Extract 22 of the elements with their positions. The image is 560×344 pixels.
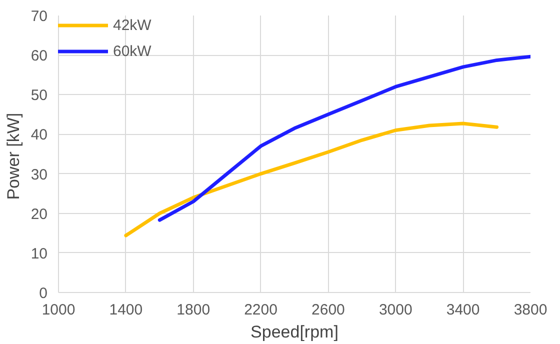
x-tick-label: 2200 xyxy=(244,302,278,318)
x-tick-label: 1400 xyxy=(109,302,143,318)
y-tick-label: 60 xyxy=(30,48,48,65)
legend-label: 42kW xyxy=(113,16,152,34)
y-tick-label: 50 xyxy=(30,87,48,104)
y-tick-label: 30 xyxy=(30,166,48,184)
y-tick-label: 0 xyxy=(39,285,48,302)
y-axis-title: Power [kW] xyxy=(4,112,23,200)
line-series xyxy=(124,122,499,238)
y-tick-label: 20 xyxy=(30,206,48,223)
x-tick-label: 3400 xyxy=(446,302,480,318)
legend-label: 60kW xyxy=(113,42,152,60)
y-tick-label: 10 xyxy=(30,245,48,262)
x-tick-label: 3800 xyxy=(514,302,548,318)
x-tick-label: 1800 xyxy=(176,302,210,318)
y-tick-label: 70 xyxy=(30,8,48,25)
x-axis-title: Speed[rpm] xyxy=(250,322,338,342)
x-tick-label: 2600 xyxy=(312,302,345,318)
x-tick-label: 3000 xyxy=(378,302,412,318)
y-tick-label: 40 xyxy=(30,126,48,144)
x-tick-label: 1000 xyxy=(42,302,76,318)
line-series xyxy=(158,54,530,222)
